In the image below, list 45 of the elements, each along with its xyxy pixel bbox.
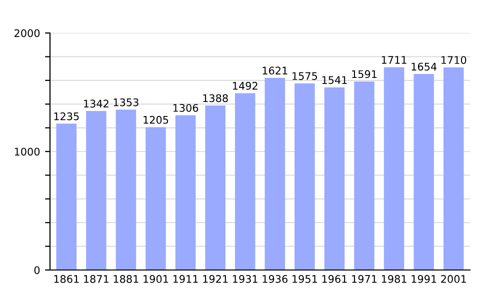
bar xyxy=(443,67,464,270)
bar xyxy=(56,124,77,270)
bar xyxy=(264,78,286,270)
y-tick-label: 0 xyxy=(34,266,40,274)
bar xyxy=(294,83,315,270)
x-tick-label: 1921 xyxy=(203,275,228,283)
bar xyxy=(324,87,345,270)
bar xyxy=(116,110,136,270)
x-tick-label: 1901 xyxy=(144,275,168,283)
data-label: 1353 xyxy=(114,98,138,106)
data-label: 1711 xyxy=(382,56,406,64)
x-tick-label: 1861 xyxy=(54,275,79,283)
bar xyxy=(414,74,434,270)
bar xyxy=(384,67,404,270)
bar xyxy=(354,81,374,270)
bar xyxy=(205,106,226,270)
data-label: 1306 xyxy=(173,104,198,112)
x-tick-label: 1936 xyxy=(262,275,288,283)
data-label: 1591 xyxy=(352,70,377,78)
data-label: 1235 xyxy=(54,112,79,120)
x-tick-label: 1991 xyxy=(412,275,436,283)
x-tick-label: 1971 xyxy=(352,275,377,283)
x-tick-label: 1911 xyxy=(173,275,198,283)
data-label: 1388 xyxy=(203,94,228,102)
x-tick-label: 2001 xyxy=(441,275,466,283)
bar xyxy=(234,93,256,270)
data-label: 1492 xyxy=(232,82,258,90)
x-tick-label: 1961 xyxy=(322,275,347,283)
x-tick-label: 1871 xyxy=(84,275,108,283)
x-tick-label: 1931 xyxy=(232,275,258,283)
x-tick-label: 1881 xyxy=(114,275,138,283)
data-label: 1621 xyxy=(262,66,288,75)
data-label: 1710 xyxy=(442,56,466,64)
bar xyxy=(146,127,166,270)
y-tick-label: 2000 xyxy=(14,29,40,38)
bar xyxy=(175,115,196,270)
data-label: 1205 xyxy=(144,116,168,124)
x-tick-label: 1951 xyxy=(292,275,317,283)
data-label: 1342 xyxy=(84,100,108,108)
x-tick-label: 1981 xyxy=(382,275,406,283)
data-label: 1541 xyxy=(322,76,347,84)
data-label: 1575 xyxy=(292,72,318,80)
bar xyxy=(86,110,106,270)
data-label: 1654 xyxy=(412,62,436,71)
y-tick-label: 1000 xyxy=(14,148,40,156)
